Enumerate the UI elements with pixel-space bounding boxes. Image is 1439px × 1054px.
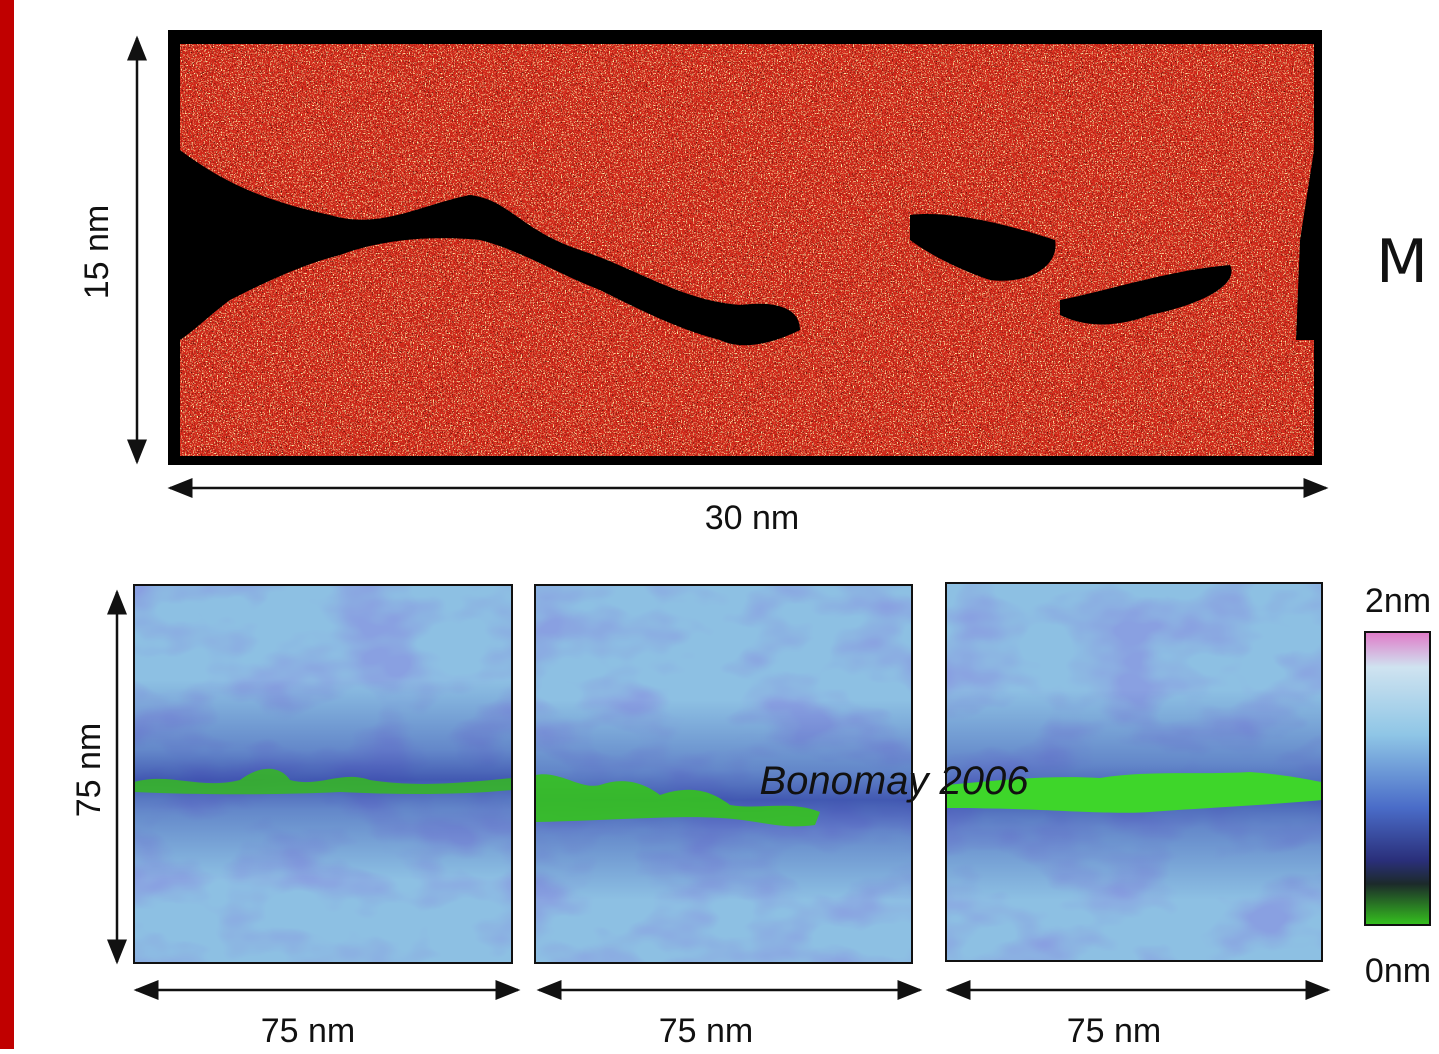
boundary-dark bbox=[910, 214, 1056, 281]
colorbar bbox=[1364, 631, 1431, 926]
colorbar-min: 0nm bbox=[1365, 952, 1431, 990]
dimension-label: 75 nm bbox=[659, 1012, 754, 1049]
colorbar-max: 2nm bbox=[1365, 582, 1431, 620]
dimension-label: 75 nm bbox=[1067, 1012, 1162, 1049]
boundary-dark bbox=[180, 150, 800, 346]
citation: Bonomay 2006 bbox=[759, 759, 1029, 803]
boundary-dark bbox=[1060, 265, 1232, 325]
afm-panel bbox=[535, 585, 912, 963]
dimension-label: 75 nm bbox=[70, 723, 108, 818]
afm-panel bbox=[134, 585, 512, 963]
dimension-label: 75 nm bbox=[261, 1012, 356, 1049]
afm-panel bbox=[946, 583, 1322, 961]
panel-frame bbox=[534, 584, 913, 964]
atom-map-speckle bbox=[180, 44, 1314, 456]
panel-frame bbox=[133, 584, 513, 964]
dimension-label: 30 nm bbox=[705, 499, 800, 537]
side-bar bbox=[0, 0, 14, 1049]
dimension-label: 15 nm bbox=[78, 205, 116, 300]
side-letter: M bbox=[1376, 227, 1428, 297]
boundary-dark bbox=[1296, 150, 1314, 340]
panel-frame bbox=[945, 582, 1323, 962]
